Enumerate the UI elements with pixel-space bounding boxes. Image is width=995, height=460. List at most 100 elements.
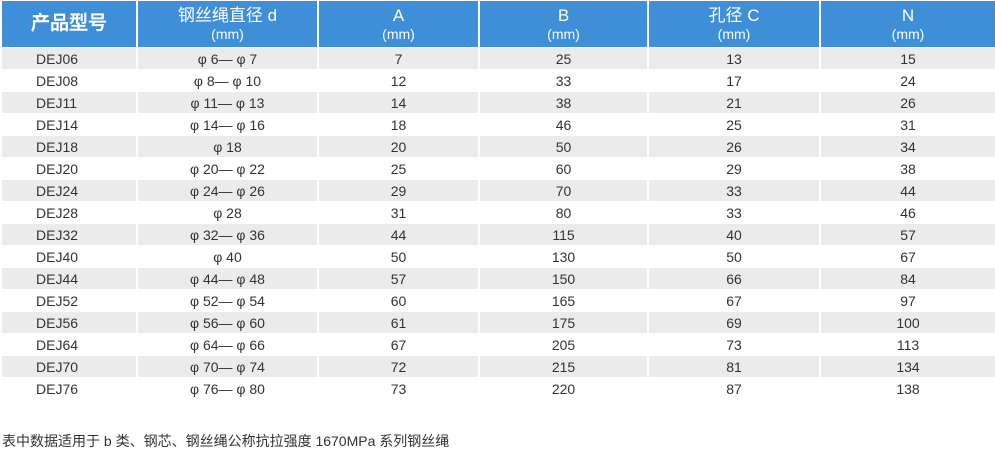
a-cell: 50 — [319, 246, 478, 267]
model-cell: DEJ24 — [2, 180, 136, 201]
b-cell: 80 — [480, 202, 647, 223]
table-row: DEJ44 φ 44— φ 48 57 150 66 84 — [2, 268, 995, 289]
header-a: A (mm) — [319, 1, 478, 47]
spec-table-header: 产品型号 钢丝绳直径 d (mm) A (mm) B (mm) 孔径 C (mm… — [2, 1, 995, 47]
n-cell: 67 — [821, 246, 995, 267]
footnote: 表中数据适用于 b 类、钢芯、钢丝绳公称抗拉强度 1670MPa 系列钢丝绳 — [2, 433, 450, 449]
n-cell: 15 — [821, 48, 995, 69]
hole-c-cell: 33 — [649, 202, 819, 223]
header-unit: (mm) — [382, 26, 415, 42]
a-cell: 73 — [319, 378, 478, 399]
diameter-cell: φ 76— φ 80 — [138, 378, 317, 399]
hole-c-cell: 29 — [649, 158, 819, 179]
model-cell: DEJ64 — [2, 334, 136, 355]
hole-c-cell: 69 — [649, 312, 819, 333]
b-cell: 130 — [480, 246, 647, 267]
n-cell: 24 — [821, 70, 995, 91]
hole-c-cell: 33 — [649, 180, 819, 201]
a-cell: 57 — [319, 268, 478, 289]
n-cell: 138 — [821, 378, 995, 399]
hole-c-cell: 26 — [649, 136, 819, 157]
model-cell: DEJ44 — [2, 268, 136, 289]
table-row: DEJ18 φ 18 20 50 26 34 — [2, 136, 995, 157]
header-label: 钢丝绳直径 d — [177, 6, 278, 25]
hole-c-cell: 67 — [649, 290, 819, 311]
n-cell: 34 — [821, 136, 995, 157]
a-cell: 61 — [319, 312, 478, 333]
a-cell: 31 — [319, 202, 478, 223]
b-cell: 205 — [480, 334, 647, 355]
b-cell: 50 — [480, 136, 647, 157]
hole-c-cell: 17 — [649, 70, 819, 91]
header-unit: (mm) — [717, 26, 751, 42]
n-cell: 31 — [821, 114, 995, 135]
diameter-cell: φ 24— φ 26 — [138, 180, 317, 201]
a-cell: 60 — [319, 290, 478, 311]
a-cell: 18 — [319, 114, 478, 135]
model-cell: DEJ14 — [2, 114, 136, 135]
n-cell: 38 — [821, 158, 995, 179]
hole-c-cell: 81 — [649, 356, 819, 377]
a-cell: 7 — [319, 48, 478, 69]
table-row: DEJ40 φ 40 50 130 50 67 — [2, 246, 995, 267]
diameter-cell: φ 64— φ 66 — [138, 334, 317, 355]
spec-table-body: DEJ06 φ 6— φ 7 7 25 13 15 DEJ08 φ 8— φ 10 12 33 17… — [2, 48, 995, 399]
table-row: DEJ70 φ 70— φ 74 72 215 81 134 — [2, 356, 995, 377]
hole-c-cell: 21 — [649, 92, 819, 113]
hole-c-cell: 66 — [649, 268, 819, 289]
b-cell: 38 — [480, 92, 647, 113]
a-cell: 25 — [319, 158, 478, 179]
model-cell: DEJ70 — [2, 356, 136, 377]
header-unit: (mm) — [211, 26, 244, 42]
hole-c-cell: 40 — [649, 224, 819, 245]
table-row: DEJ28 φ 28 31 80 33 46 — [2, 202, 995, 223]
diameter-cell: φ 14— φ 16 — [138, 114, 317, 135]
header-label: B — [557, 6, 570, 25]
model-cell: DEJ56 — [2, 312, 136, 333]
b-cell: 175 — [480, 312, 647, 333]
diameter-cell: φ 28 — [138, 202, 317, 223]
b-cell: 60 — [480, 158, 647, 179]
a-cell: 12 — [319, 70, 478, 91]
header-model: 产品型号 — [2, 1, 136, 47]
model-cell: DEJ06 — [2, 48, 136, 69]
n-cell: 84 — [821, 268, 995, 289]
header-unit: (mm) — [891, 26, 925, 42]
hole-c-cell: 13 — [649, 48, 819, 69]
header-unit: (mm) — [547, 26, 580, 42]
table-row: DEJ14 φ 14— φ 16 18 46 25 31 — [2, 114, 995, 135]
diameter-cell: φ 52— φ 54 — [138, 290, 317, 311]
model-cell: DEJ11 — [2, 92, 136, 113]
a-cell: 14 — [319, 92, 478, 113]
n-cell: 57 — [821, 224, 995, 245]
header-label: 孔径 C — [708, 6, 760, 25]
model-cell: DEJ28 — [2, 202, 136, 223]
diameter-cell: φ 8— φ 10 — [138, 70, 317, 91]
header-label: A — [392, 6, 405, 25]
b-cell: 115 — [480, 224, 647, 245]
b-cell: 150 — [480, 268, 647, 289]
table-row: DEJ24 φ 24— φ 26 29 70 33 44 — [2, 180, 995, 201]
table-row: DEJ76 φ 76— φ 80 73 220 87 138 — [2, 378, 995, 399]
model-cell: DEJ40 — [2, 246, 136, 267]
diameter-cell: φ 6— φ 7 — [138, 48, 317, 69]
b-cell: 220 — [480, 378, 647, 399]
diameter-cell: φ 20— φ 22 — [138, 158, 317, 179]
a-cell: 44 — [319, 224, 478, 245]
a-cell: 20 — [319, 136, 478, 157]
table-row: DEJ06 φ 6— φ 7 7 25 13 15 — [2, 48, 995, 69]
header-hole-c: 孔径 C (mm) — [649, 1, 819, 47]
table-row: DEJ56 φ 56— φ 60 61 175 69 100 — [2, 312, 995, 333]
header-b: B (mm) — [480, 1, 647, 47]
table-row: DEJ52 φ 52— φ 54 60 165 67 97 — [2, 290, 995, 311]
model-cell: DEJ08 — [2, 70, 136, 91]
diameter-cell: φ 44— φ 48 — [138, 268, 317, 289]
n-cell: 97 — [821, 290, 995, 311]
a-cell: 72 — [319, 356, 478, 377]
table-row: DEJ11 φ 11— φ 13 14 38 21 26 — [2, 92, 995, 113]
n-cell: 100 — [821, 312, 995, 333]
diameter-cell: φ 70— φ 74 — [138, 356, 317, 377]
table-row: DEJ64 φ 64— φ 66 67 205 73 113 — [2, 334, 995, 355]
diameter-cell: φ 32— φ 36 — [138, 224, 317, 245]
hole-c-cell: 87 — [649, 378, 819, 399]
